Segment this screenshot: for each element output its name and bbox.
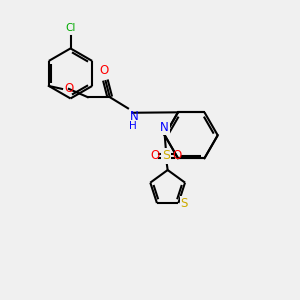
Text: S: S (180, 196, 188, 209)
Text: O: O (64, 82, 74, 95)
Text: S: S (162, 149, 170, 162)
Text: Cl: Cl (65, 23, 76, 33)
Text: H: H (129, 121, 136, 131)
Text: N: N (130, 110, 138, 123)
Text: N: N (160, 121, 169, 134)
Text: O: O (99, 64, 109, 76)
Text: O: O (150, 149, 160, 162)
Text: O: O (173, 149, 182, 162)
